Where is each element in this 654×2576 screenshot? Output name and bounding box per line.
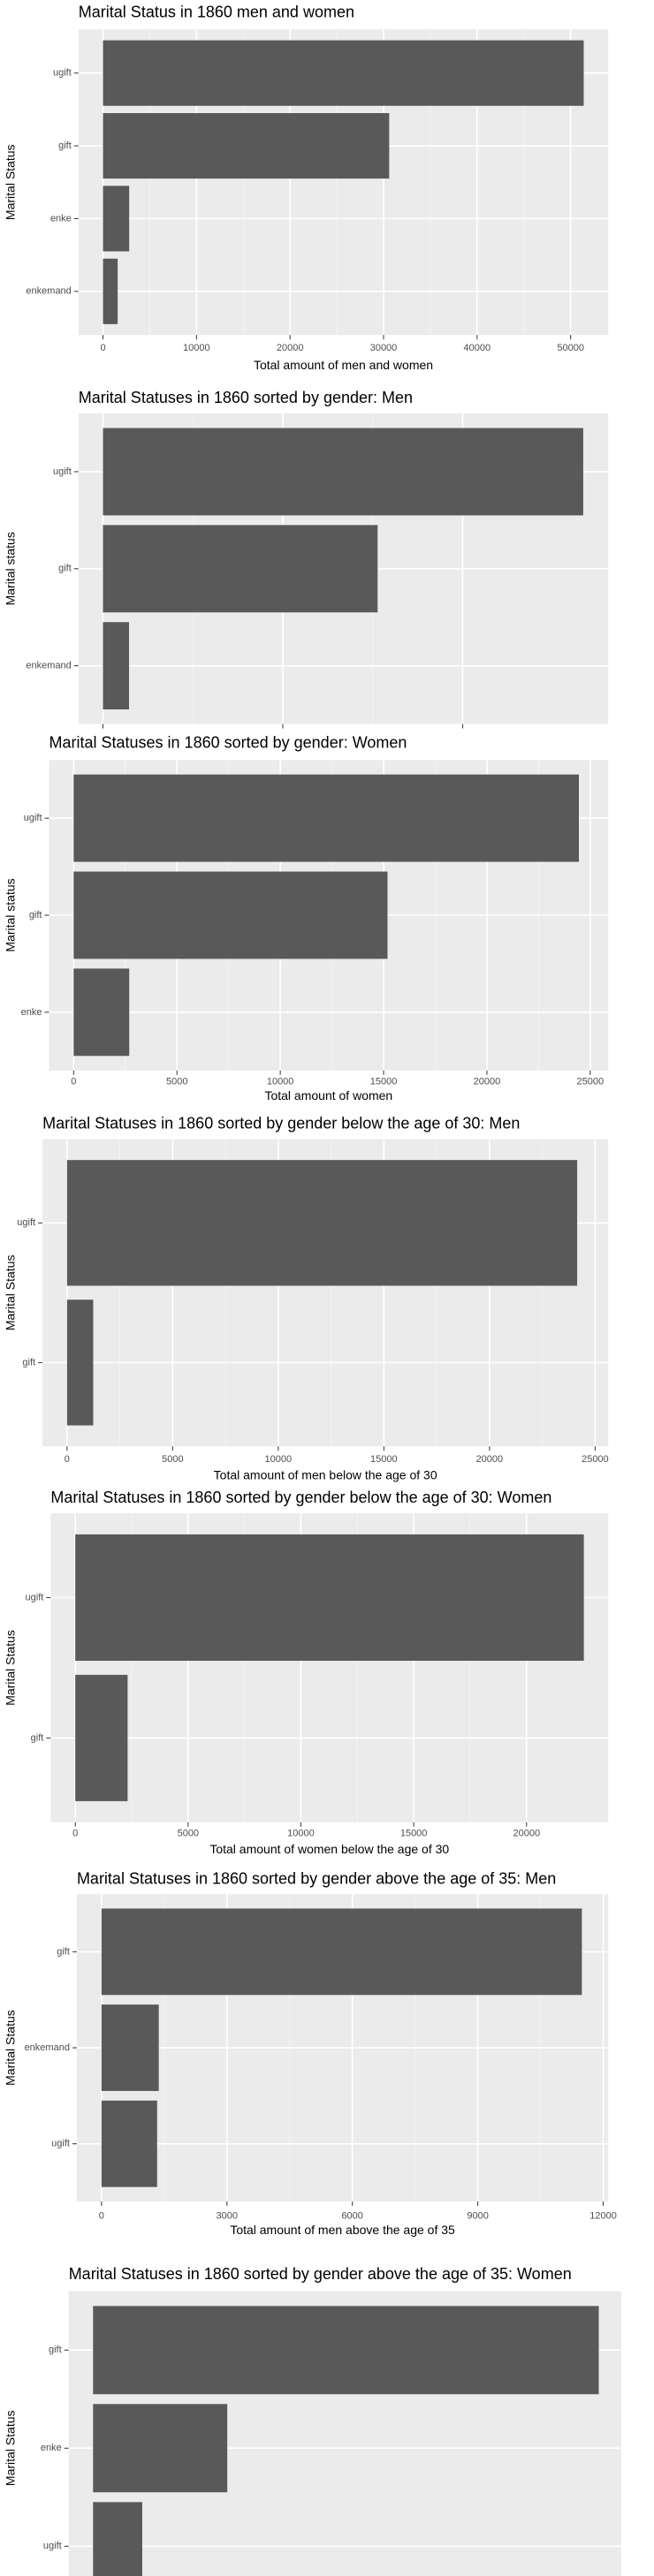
x-tick-label: 10000: [287, 1829, 315, 1839]
x-tick-label: 15000: [400, 1829, 428, 1839]
y-tick-label: enke: [21, 1007, 42, 1018]
y-tick-label: enkemand: [25, 2042, 70, 2053]
x-tick-label: 5000: [178, 1829, 199, 1839]
x-tick-label: 25000: [577, 1077, 605, 1087]
y-tick-label: gift: [22, 1357, 35, 1368]
x-tick-label: 0: [99, 2211, 104, 2222]
x-tick-label: 10000: [265, 1454, 293, 1465]
bar: [75, 1674, 128, 1801]
bar: [103, 428, 583, 516]
bar: [103, 40, 584, 106]
x-axis-title: Total amount of women below the age of 3…: [209, 1842, 449, 1856]
chart: Marital Statuses in 1860 sorted by gende…: [4, 389, 609, 729]
y-tick-label: gift: [58, 140, 72, 151]
x-axis-title: Total amount of men below the age of 30: [214, 1467, 437, 1481]
y-tick-label: gift: [31, 1732, 44, 1743]
x-tick-label: 5000: [162, 1454, 183, 1465]
bar: [73, 871, 388, 959]
bar: [103, 186, 130, 252]
x-tick-label: 15000: [370, 1454, 398, 1465]
bar: [93, 2404, 228, 2493]
y-axis-title: Marital status: [4, 878, 18, 951]
x-tick-label: 40000: [464, 343, 491, 353]
y-axis-title: Marital Status: [4, 1255, 18, 1331]
chart: Marital Statuses in 1860 sorted by gende…: [4, 1489, 609, 1856]
x-tick-label: 20000: [474, 1077, 501, 1087]
y-tick-label: ugift: [53, 68, 72, 79]
x-tick-label: 5000: [166, 1077, 187, 1087]
x-tick-label: 0: [65, 1454, 70, 1465]
bar: [103, 525, 378, 613]
x-tick-label: 10000: [267, 1077, 294, 1087]
x-tick-label: 20000: [513, 1829, 540, 1839]
chart-title: Marital Statuses in 1860 sorted by gende…: [69, 2265, 572, 2283]
x-tick-label: 50000: [557, 343, 584, 353]
bar: [103, 258, 118, 324]
y-axis-title: Marital Status: [4, 2010, 18, 2086]
y-axis-title: Marital Status: [4, 2411, 18, 2487]
chart-title: Marital Statuses in 1860 sorted by gende…: [49, 734, 407, 752]
chart-title: Marital Statuses in 1860 sorted by gende…: [42, 1115, 520, 1133]
x-tick-label: 20000: [277, 343, 304, 353]
y-tick-label: ugift: [17, 1217, 35, 1228]
y-tick-label: enkemand: [26, 286, 71, 297]
x-axis-title: Total amount of men above the age of 35: [230, 2223, 455, 2237]
chart: Marital Statuses in 1860 sorted by gende…: [4, 1115, 609, 1482]
x-tick-label: 0: [71, 1077, 76, 1087]
chart: Marital Statuses in 1860 sorted by gende…: [4, 2265, 621, 2576]
bar: [101, 1908, 582, 1996]
y-tick-label: gift: [58, 564, 72, 574]
x-tick-label: 0: [100, 343, 105, 353]
x-tick-label: 6000: [341, 2211, 362, 2222]
chart: Marital Status in 1860 men and women 0 100…: [4, 4, 609, 372]
bar: [75, 1534, 584, 1661]
x-tick-label: 15000: [370, 1077, 398, 1087]
bar: [103, 622, 129, 710]
bar: [103, 113, 390, 179]
y-tick-label: ugift: [51, 2139, 70, 2149]
bar: [93, 2502, 142, 2576]
bar: [101, 2004, 159, 2091]
x-tick-label: 20000: [476, 1454, 504, 1465]
x-tick-label: 30000: [370, 343, 398, 353]
x-tick-label: 25000: [582, 1454, 609, 1465]
x-tick-label: 12000: [589, 2211, 617, 2222]
x-tick-label: 9000: [467, 2211, 488, 2222]
chart: Marital Statuses in 1860 sorted by gende…: [4, 1869, 617, 2237]
y-tick-label: ugift: [53, 466, 72, 477]
x-tick-label: 0: [72, 1829, 78, 1839]
chart: Marital Statuses in 1860 sorted by gende…: [4, 734, 609, 1102]
x-tick-label: 3000: [217, 2211, 238, 2222]
bar: [66, 1160, 578, 1286]
x-axis-title: Total amount of men and women: [254, 358, 433, 372]
chart-title: Marital Statuses in 1860 sorted by gende…: [77, 1869, 556, 1887]
y-axis-title: Marital Status: [4, 1630, 18, 1706]
y-tick-label: gift: [57, 1946, 70, 1957]
bar: [73, 774, 579, 862]
y-tick-label: ugift: [24, 813, 42, 823]
bar: [66, 1299, 94, 1426]
y-tick-label: enke: [50, 213, 72, 224]
y-tick-label: ugift: [43, 2541, 62, 2551]
chart-title: Marital Status in 1860 men and women: [79, 4, 354, 21]
y-tick-label: enke: [41, 2443, 62, 2453]
bar: [93, 2306, 599, 2395]
bar: [101, 2100, 157, 2187]
bar: [73, 968, 130, 1057]
y-tick-label: enkemand: [26, 661, 71, 671]
x-axis-title: Total amount of women: [264, 1088, 392, 1102]
x-tick-label: 10000: [183, 343, 210, 353]
y-axis-title: Marital Status: [4, 144, 18, 220]
y-tick-label: gift: [29, 910, 42, 921]
y-tick-label: gift: [49, 2345, 62, 2355]
chart-title: Marital Statuses in 1860 sorted by gende…: [79, 389, 413, 406]
y-tick-label: ugift: [26, 1592, 44, 1602]
chart-title: Marital Statuses in 1860 sorted by gende…: [50, 1489, 551, 1506]
y-axis-title: Marital status: [4, 532, 18, 605]
